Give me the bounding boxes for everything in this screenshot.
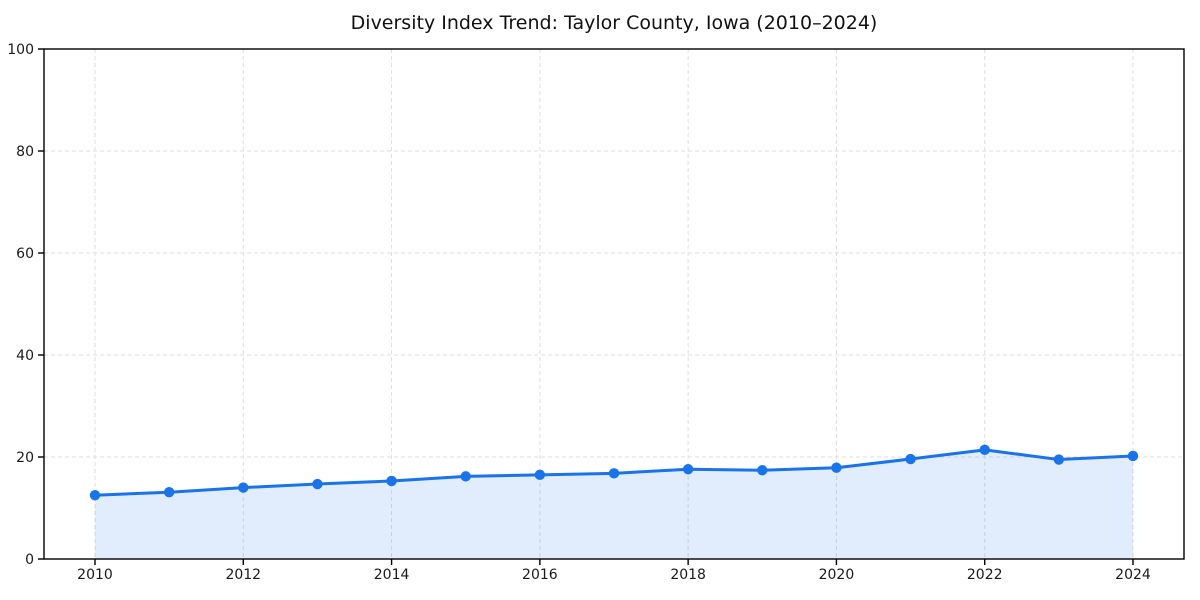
data-point [1053, 454, 1065, 465]
y-tick-label: 80 [16, 144, 34, 160]
data-point [460, 471, 471, 482]
x-tick-label: 2018 [670, 567, 706, 583]
x-tick-label: 2020 [819, 567, 855, 583]
area-fill [95, 449, 1133, 559]
data-point [608, 468, 620, 479]
data-point [757, 465, 768, 476]
data-point [312, 478, 323, 490]
y-tick-label: 40 [16, 348, 34, 364]
x-tick-label: 2014 [374, 567, 410, 583]
data-point [534, 469, 546, 481]
data-point [163, 486, 175, 498]
chart-title: Diversity Index Trend: Taylor County, Io… [351, 12, 878, 34]
data-point [89, 490, 101, 501]
x-tick-label: 2024 [1115, 567, 1151, 583]
data-point [979, 444, 990, 456]
data-point [238, 482, 249, 493]
data-point [1127, 450, 1139, 462]
plot-frame [43, 48, 1185, 560]
x-tick-label: 2012 [225, 567, 261, 583]
x-tick-label: 2010 [77, 567, 113, 583]
y-tick-label: 60 [16, 246, 34, 262]
x-tick-label: 2016 [522, 567, 558, 583]
y-tick-label: 0 [25, 552, 34, 568]
data-point [905, 453, 916, 465]
plot-area: 0 20 40 60 80 100 2010 2012 2014 2016 2018 2020 2022… [7, 42, 1185, 583]
data-point [831, 462, 842, 473]
y-tick-label: 100 [7, 42, 34, 58]
data-point [682, 464, 694, 475]
data-point [386, 475, 397, 487]
x-tick-label: 2022 [967, 567, 1003, 583]
y-tick-label: 20 [16, 450, 34, 466]
